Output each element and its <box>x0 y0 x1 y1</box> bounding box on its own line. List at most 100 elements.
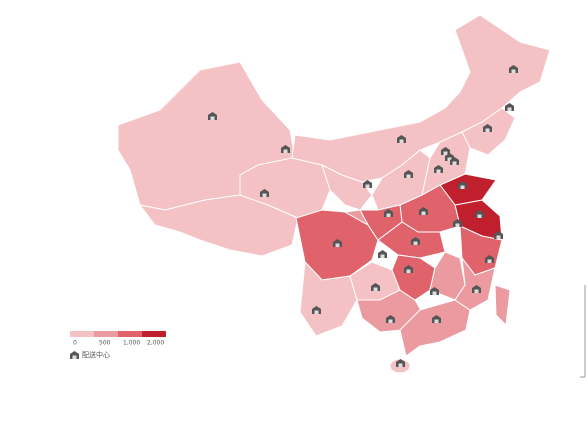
icon-shape <box>208 112 217 120</box>
icon-shape <box>384 209 393 217</box>
legend-tick-label: 500 <box>99 340 111 347</box>
warehouse-icon <box>430 287 439 295</box>
warehouse-icon <box>386 315 395 323</box>
icon-door <box>460 185 465 189</box>
icon-door <box>455 223 460 227</box>
warehouse-icon <box>404 170 413 178</box>
icon-shape <box>485 255 494 263</box>
warehouse-icon <box>312 306 321 314</box>
warehouse-icon <box>483 124 492 132</box>
icon-door <box>477 214 482 218</box>
icon-shape <box>397 135 406 143</box>
icon-shape <box>453 219 462 227</box>
icon-door <box>380 254 385 258</box>
region <box>494 284 511 327</box>
icon-shape <box>475 210 484 218</box>
warehouse-icon <box>208 112 217 120</box>
warehouse-icon <box>458 181 467 189</box>
warehouse-icon <box>363 180 372 188</box>
region <box>454 256 496 311</box>
icon-shape <box>386 315 395 323</box>
icon-shape <box>404 265 413 273</box>
icon-door <box>335 243 340 247</box>
icon-door <box>399 139 404 143</box>
icon-shape <box>509 65 518 73</box>
icon-door <box>474 289 479 293</box>
icon-door <box>72 355 77 359</box>
warehouse-icon <box>411 237 420 245</box>
icon-shape <box>505 103 514 111</box>
warehouse-icon <box>475 210 484 218</box>
icon-shape <box>419 207 428 215</box>
icon-door <box>485 128 490 132</box>
warehouse-icon <box>371 283 380 291</box>
icon-door <box>406 174 411 178</box>
warehouse-icon <box>281 145 290 153</box>
icon-door <box>210 116 215 120</box>
icon-door <box>386 213 391 217</box>
warehouse-icon <box>260 189 269 197</box>
warehouse-icon <box>509 65 518 73</box>
region <box>299 260 358 337</box>
icon-door <box>507 107 512 111</box>
region <box>239 157 331 219</box>
warehouse-icon <box>70 351 79 359</box>
icon-shape <box>404 170 413 178</box>
region <box>391 254 436 301</box>
warehouse-icon <box>494 231 503 239</box>
legend-swatch <box>142 331 166 337</box>
warehouse-icon <box>434 165 443 173</box>
region <box>138 194 299 257</box>
region <box>343 209 370 227</box>
icon-shape <box>363 180 372 188</box>
icon-door <box>447 157 452 161</box>
warehouse-icon <box>450 157 459 165</box>
region <box>399 299 471 357</box>
warehouse-icon <box>505 103 514 111</box>
icon-shape <box>312 306 321 314</box>
region <box>321 164 373 211</box>
icon-door <box>421 211 426 215</box>
icon-door <box>365 184 370 188</box>
legend-swatch <box>70 331 94 337</box>
warehouse-icon <box>485 255 494 263</box>
legend-tick-label: 2,000 <box>147 340 164 347</box>
warehouse-icon <box>396 359 405 367</box>
icon-door <box>511 69 516 73</box>
icon-door <box>434 319 439 323</box>
icon-door <box>388 319 393 323</box>
icon-door <box>406 269 411 273</box>
icon-door <box>496 235 501 239</box>
icon-shape <box>483 124 492 132</box>
icon-shape <box>434 165 443 173</box>
icon-door <box>413 241 418 245</box>
icon-door <box>443 151 448 155</box>
icon-door <box>314 310 319 314</box>
legend-tick-label: 1,000 <box>123 340 140 347</box>
icon-shape <box>396 359 405 367</box>
icon-shape <box>281 145 290 153</box>
icon-door <box>452 161 457 165</box>
icon-shape <box>432 315 441 323</box>
legend-marker-label: 配送中心 <box>82 350 110 359</box>
icon-shape <box>260 189 269 197</box>
warehouse-icon <box>441 147 450 155</box>
warehouse-icon <box>378 250 387 258</box>
warehouse-icon <box>419 207 428 215</box>
icon-shape <box>450 157 459 165</box>
icon-door <box>283 149 288 153</box>
icon-shape <box>458 181 467 189</box>
warehouse-icon <box>397 135 406 143</box>
warehouse-icon <box>333 239 342 247</box>
warehouse-icon <box>404 265 413 273</box>
icon-shape <box>411 237 420 245</box>
warehouse-icon <box>432 315 441 323</box>
icon-shape <box>70 351 79 359</box>
legend-tick-label: 0 <box>73 340 77 347</box>
icon-door <box>436 169 441 173</box>
icon-door <box>432 291 437 295</box>
warehouse-icon <box>384 209 393 217</box>
icon-shape <box>441 147 450 155</box>
icon-shape <box>378 250 387 258</box>
icon-door <box>487 259 492 263</box>
